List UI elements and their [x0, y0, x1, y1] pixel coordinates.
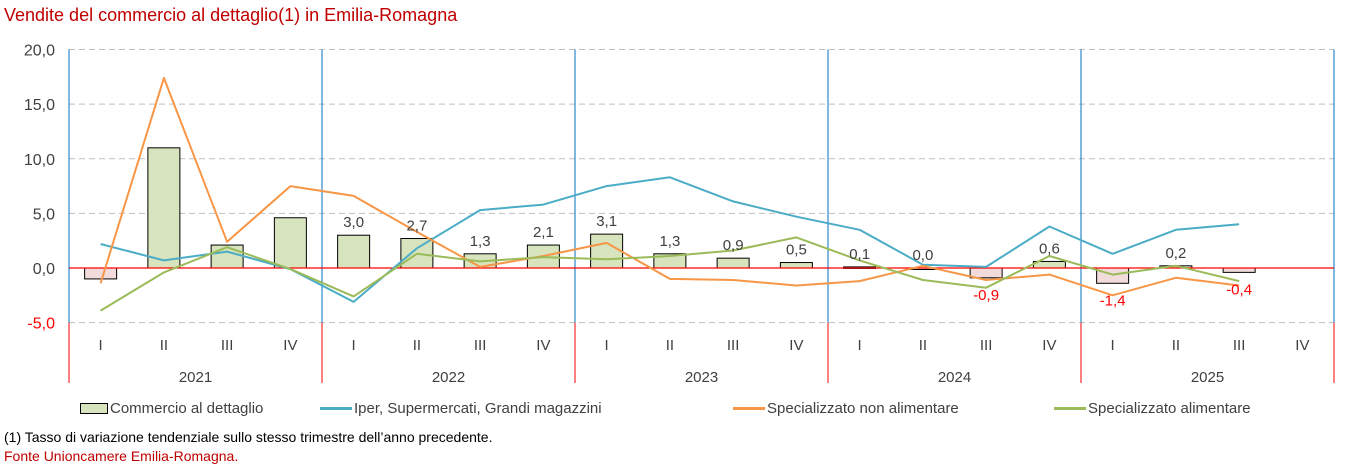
footnote: (1) Tasso di variazione tendenziale sull…: [4, 429, 492, 445]
data-label: -0,4: [1226, 281, 1252, 298]
data-label: 0,9: [723, 237, 744, 254]
legend-swatch-bar-icon: [80, 403, 108, 414]
x-tick-quarter: II: [1172, 337, 1180, 354]
bar: [591, 234, 623, 268]
x-tick-year: 2021: [179, 369, 212, 386]
legend-label: Iper, Supermercati, Grandi magazzini: [354, 400, 602, 417]
bar: [780, 263, 812, 268]
bar: [338, 235, 370, 268]
legend-label: Commercio al dettaglio: [110, 400, 263, 417]
bar: [85, 268, 117, 279]
data-label: 0,2: [1165, 245, 1186, 262]
bar: [148, 148, 180, 268]
y-tick-label: -5,0: [27, 316, 55, 333]
legend-item-non-alimentare: Specializzato non alimentare: [733, 400, 959, 417]
legend-label: Specializzato alimentare: [1088, 400, 1251, 417]
x-tick-quarter: IV: [1042, 337, 1056, 354]
data-label: -1,4: [1100, 292, 1126, 309]
x-tick-year: 2022: [432, 369, 465, 386]
x-tick-quarter: IV: [1295, 337, 1309, 354]
bars: [85, 148, 1256, 283]
x-tick-year: 2024: [938, 369, 971, 386]
y-tick-label: 15,0: [24, 97, 55, 114]
data-label: 1,3: [659, 233, 680, 250]
y-axis-ticks: -5,0 0,0 5,0 10,0 15,0 20,0: [24, 43, 55, 333]
chart-plot: -5,0 0,0 5,0 10,0 15,0 20,0 3,0 2,7 1,3 2,1 3,1 1,…: [0, 0, 1354, 400]
x-tick-quarter: III: [727, 337, 740, 354]
y-tick-label: 0,0: [33, 261, 55, 278]
legend-swatch-line-icon: [320, 407, 352, 410]
data-label: 1,3: [470, 233, 491, 250]
data-label: 0,1: [849, 246, 870, 263]
bar: [1223, 268, 1255, 272]
bar: [970, 268, 1002, 278]
data-label: 2,1: [533, 224, 554, 241]
legend-item-alimentare: Specializzato alimentare: [1054, 400, 1251, 417]
x-tick-quarter: II: [413, 337, 421, 354]
x-tick-quarter: I: [99, 337, 103, 354]
data-label: 0,5: [786, 242, 807, 259]
bar: [211, 245, 243, 268]
x-tick-year: 2023: [685, 369, 718, 386]
bar: [274, 218, 306, 268]
legend-swatch-line-icon: [1054, 407, 1086, 410]
data-label: 3,0: [343, 214, 364, 231]
x-tick-quarter: II: [666, 337, 674, 354]
legend-label: Specializzato non alimentare: [767, 400, 959, 417]
data-label: 2,7: [406, 218, 427, 235]
x-tick-quarter: III: [474, 337, 487, 354]
series-lines: [101, 78, 1240, 311]
data-label: -0,9: [973, 287, 999, 304]
y-tick-label: 20,0: [24, 43, 55, 60]
data-label: 0,6: [1039, 240, 1060, 257]
x-tick-quarter: II: [160, 337, 168, 354]
x-tick-quarter: I: [605, 337, 609, 354]
source-note: Fonte Unioncamere Emilia-Romagna.: [4, 448, 238, 464]
x-axis-ticks: IIIIIIIVIIIIIIIVIIIIIIIVIIIIIIIVIIIIIIIV…: [99, 337, 1310, 386]
x-tick-quarter: I: [1111, 337, 1115, 354]
x-tick-quarter: III: [980, 337, 993, 354]
y-tick-label: 10,0: [24, 152, 55, 169]
data-label: 0,0: [912, 247, 933, 264]
x-tick-quarter: IV: [789, 337, 803, 354]
legend: Commercio al dettaglio Iper, Supermercat…: [0, 400, 1354, 420]
data-label: 3,1: [596, 213, 617, 230]
bar: [717, 258, 749, 268]
y-tick-label: 5,0: [33, 206, 55, 223]
legend-item-iper: Iper, Supermercati, Grandi magazzini: [320, 400, 602, 417]
legend-item-commercio: Commercio al dettaglio: [80, 400, 263, 417]
x-tick-year: 2025: [1191, 369, 1224, 386]
x-tick-quarter: III: [221, 337, 234, 354]
x-tick-quarter: I: [352, 337, 356, 354]
x-tick-quarter: IV: [536, 337, 550, 354]
year-separators: [69, 50, 1334, 384]
x-tick-quarter: III: [1233, 337, 1246, 354]
legend-swatch-line-icon: [733, 407, 765, 410]
x-tick-quarter: II: [919, 337, 927, 354]
x-tick-quarter: IV: [283, 337, 297, 354]
x-tick-quarter: I: [858, 337, 862, 354]
gridlines: [69, 50, 1334, 323]
